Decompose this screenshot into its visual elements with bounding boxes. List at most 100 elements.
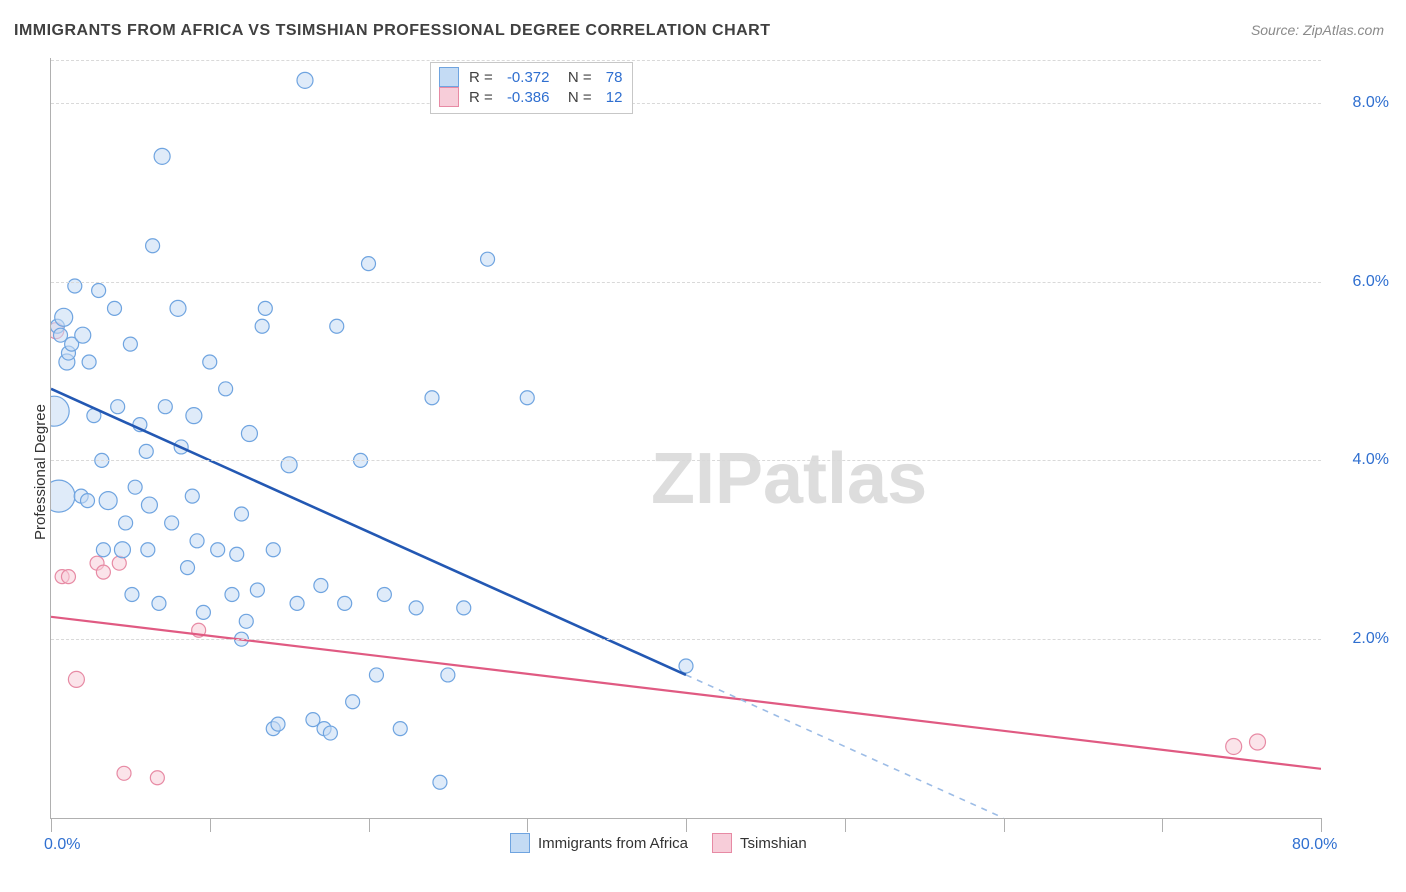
- point-b: [112, 556, 126, 570]
- corr-row-b: R = -0.386 N = 12: [439, 87, 622, 107]
- correlation-box: R = -0.372 N = 78 R = -0.386 N = 12: [430, 62, 633, 114]
- point-a: [338, 596, 352, 610]
- y-tick-label: 2.0%: [1353, 630, 1389, 648]
- point-a: [170, 300, 186, 316]
- corr-r-label: R =: [469, 89, 497, 106]
- chart-svg: [51, 58, 1321, 818]
- point-a: [99, 492, 117, 510]
- point-a: [362, 257, 376, 271]
- x-tick: [210, 818, 211, 832]
- point-a: [141, 497, 157, 513]
- legend-swatch-b: [712, 833, 732, 853]
- point-a: [255, 319, 269, 333]
- point-a: [196, 605, 210, 619]
- legend-item-a: Immigrants from Africa: [510, 833, 688, 853]
- point-a: [250, 583, 264, 597]
- y-tick-label: 6.0%: [1353, 273, 1389, 291]
- y-tick-label: 4.0%: [1353, 451, 1389, 469]
- point-a: [290, 596, 304, 610]
- point-a: [81, 494, 95, 508]
- corr-n-a: 78: [606, 69, 623, 86]
- point-a: [433, 775, 447, 789]
- corr-n-label: N =: [559, 89, 595, 106]
- point-a: [55, 308, 73, 326]
- point-a: [186, 408, 202, 424]
- corr-r-a: -0.372: [507, 69, 550, 86]
- point-b: [150, 771, 164, 785]
- point-a: [123, 337, 137, 351]
- point-a: [51, 396, 69, 426]
- chart-title: IMMIGRANTS FROM AFRICA VS TSIMSHIAN PROF…: [14, 22, 771, 40]
- point-a: [409, 601, 423, 615]
- point-a: [230, 547, 244, 561]
- point-a: [92, 283, 106, 297]
- gridline-h: [51, 103, 1321, 104]
- point-a: [520, 391, 534, 405]
- point-a: [281, 457, 297, 473]
- trend-line: [686, 675, 1004, 818]
- point-a: [266, 543, 280, 557]
- corr-r-b: -0.386: [507, 89, 550, 106]
- point-a: [114, 542, 130, 558]
- point-a: [225, 587, 239, 601]
- point-a: [441, 668, 455, 682]
- point-a: [119, 516, 133, 530]
- point-a: [75, 327, 91, 343]
- point-a: [425, 391, 439, 405]
- point-a: [393, 722, 407, 736]
- plot-area: ZIPatlas 2.0%4.0%6.0%8.0%: [50, 58, 1321, 819]
- x-tick: [51, 818, 52, 832]
- corr-swatch-a: [439, 67, 459, 87]
- point-a: [141, 543, 155, 557]
- point-a: [211, 543, 225, 557]
- legend-swatch-a: [510, 833, 530, 853]
- legend-bottom: Immigrants from Africa Tsimshian: [510, 833, 807, 853]
- point-a: [258, 301, 272, 315]
- point-a: [481, 252, 495, 266]
- gridline-h: [51, 282, 1321, 283]
- x-tick: [369, 818, 370, 832]
- point-a: [108, 301, 122, 315]
- point-a: [330, 319, 344, 333]
- point-a: [297, 72, 313, 88]
- point-a: [96, 543, 110, 557]
- point-a: [203, 355, 217, 369]
- corr-n-label: N =: [559, 69, 595, 86]
- corr-swatch-b: [439, 87, 459, 107]
- x-tick: [1162, 818, 1163, 832]
- x-tick: [1321, 818, 1322, 832]
- corr-n-b: 12: [606, 89, 623, 106]
- point-a: [239, 614, 253, 628]
- point-a: [125, 587, 139, 601]
- point-a: [51, 480, 75, 512]
- x-tick: [686, 818, 687, 832]
- trend-line: [51, 389, 686, 675]
- x-tick: [527, 818, 528, 832]
- point-a: [235, 507, 249, 521]
- point-a: [369, 668, 383, 682]
- point-a: [128, 480, 142, 494]
- point-a: [82, 355, 96, 369]
- point-a: [377, 587, 391, 601]
- point-a: [139, 444, 153, 458]
- point-b: [117, 766, 131, 780]
- gridline-h: [51, 460, 1321, 461]
- corr-r-label: R =: [469, 69, 497, 86]
- corr-row-a: R = -0.372 N = 78: [439, 67, 622, 87]
- point-b: [68, 671, 84, 687]
- legend-label-a: Immigrants from Africa: [538, 835, 688, 852]
- point-a: [190, 534, 204, 548]
- x-axis-label-max: 80.0%: [1292, 836, 1337, 854]
- point-a: [241, 426, 257, 442]
- point-b: [96, 565, 110, 579]
- chart-root: IMMIGRANTS FROM AFRICA VS TSIMSHIAN PROF…: [0, 0, 1406, 892]
- point-a: [158, 400, 172, 414]
- x-tick: [845, 818, 846, 832]
- x-axis-label-min: 0.0%: [44, 836, 80, 854]
- point-a: [146, 239, 160, 253]
- point-a: [679, 659, 693, 673]
- point-a: [152, 596, 166, 610]
- point-b: [61, 570, 75, 584]
- point-a: [314, 579, 328, 593]
- gridline-h: [51, 639, 1321, 640]
